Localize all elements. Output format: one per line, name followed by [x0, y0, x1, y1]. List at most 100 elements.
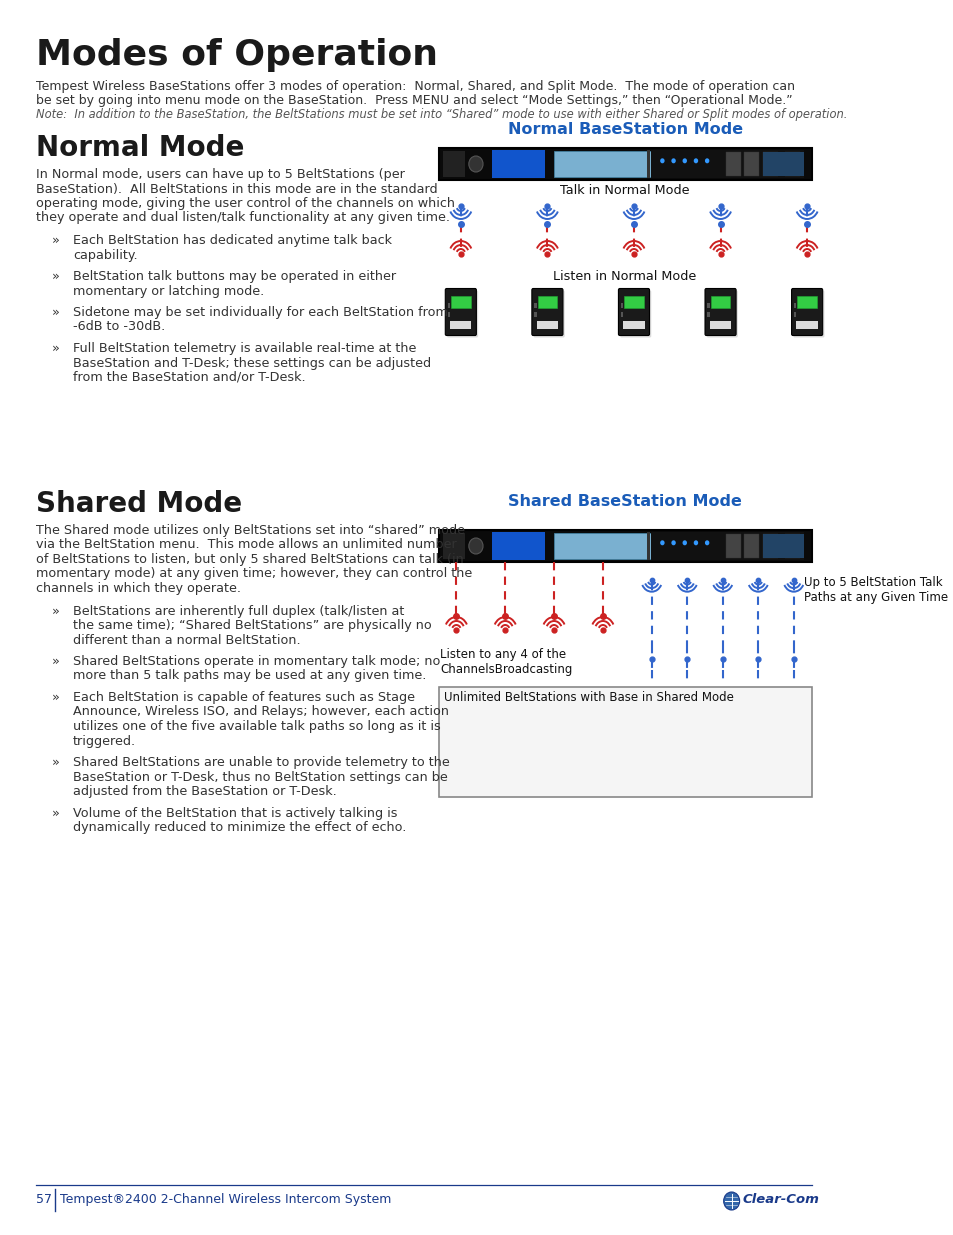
Bar — [651, 149, 803, 178]
Text: -6dB to -30dB.: -6dB to -30dB. — [72, 321, 165, 333]
Bar — [450, 321, 471, 329]
Text: Note:  In addition to the BaseStation, the BeltStations must be set into “Shared: Note: In addition to the BaseStation, th… — [35, 107, 846, 121]
Text: capability.: capability. — [72, 248, 137, 262]
Bar — [450, 778, 473, 785]
FancyBboxPatch shape — [765, 743, 799, 794]
Bar — [734, 767, 737, 772]
FancyBboxPatch shape — [668, 741, 700, 793]
FancyBboxPatch shape — [533, 290, 564, 337]
Text: Shared Mode: Shared Mode — [35, 490, 241, 517]
Bar — [725, 152, 740, 177]
Text: »: » — [51, 306, 59, 319]
FancyBboxPatch shape — [438, 687, 811, 797]
Bar — [639, 757, 641, 762]
Text: In Normal mode, users can have up to 5 BeltStations (per: In Normal mode, users can have up to 5 B… — [35, 168, 404, 182]
Bar — [670, 767, 673, 772]
Circle shape — [704, 540, 709, 546]
FancyBboxPatch shape — [574, 743, 607, 794]
Text: Full BeltStation telemetry is available real-time at the: Full BeltStation telemetry is available … — [72, 342, 416, 354]
Bar — [575, 757, 578, 762]
Bar — [766, 767, 769, 772]
Text: »: » — [51, 342, 59, 354]
Text: Clear-Com: Clear-Com — [741, 1193, 819, 1207]
Bar — [478, 757, 481, 762]
Bar — [575, 767, 578, 772]
Bar — [784, 534, 800, 558]
Bar — [609, 778, 632, 785]
Bar — [762, 534, 778, 558]
FancyBboxPatch shape — [636, 741, 669, 793]
Bar — [447, 757, 450, 762]
FancyBboxPatch shape — [510, 743, 543, 794]
Circle shape — [693, 540, 698, 546]
FancyBboxPatch shape — [508, 741, 541, 793]
FancyBboxPatch shape — [438, 530, 811, 562]
Bar — [737, 778, 760, 785]
Bar — [705, 778, 728, 785]
Circle shape — [671, 158, 675, 163]
Text: channels in which they operate.: channels in which they operate. — [35, 582, 240, 595]
Bar — [738, 748, 759, 761]
Circle shape — [681, 158, 686, 163]
Bar — [511, 767, 514, 772]
Circle shape — [468, 156, 482, 172]
FancyBboxPatch shape — [618, 289, 649, 336]
Text: more than 5 talk paths may be used at any given time.: more than 5 talk paths may be used at an… — [72, 669, 426, 683]
FancyBboxPatch shape — [734, 743, 766, 794]
Text: Normal BaseStation Mode: Normal BaseStation Mode — [507, 122, 741, 137]
Text: of BeltStations to listen, but only 5 shared BeltStations can talk (in: of BeltStations to listen, but only 5 sh… — [35, 553, 463, 566]
Text: »: » — [51, 756, 59, 769]
FancyBboxPatch shape — [447, 290, 477, 337]
Text: BaseStation).  All BeltStations in this mode are in the standard: BaseStation). All BeltStations in this m… — [35, 183, 436, 195]
Bar — [620, 304, 622, 309]
FancyBboxPatch shape — [445, 289, 476, 336]
Bar — [447, 312, 450, 317]
FancyBboxPatch shape — [793, 290, 823, 337]
Bar — [578, 748, 599, 761]
Bar — [622, 321, 644, 329]
FancyBboxPatch shape — [706, 290, 737, 337]
Bar — [702, 757, 705, 762]
FancyBboxPatch shape — [604, 741, 637, 793]
Text: Talk in Normal Mode: Talk in Normal Mode — [559, 184, 689, 198]
Bar — [762, 152, 803, 177]
Text: Modes of Operation: Modes of Operation — [35, 38, 437, 72]
Bar — [670, 757, 673, 762]
Bar — [706, 312, 709, 317]
FancyBboxPatch shape — [476, 741, 509, 793]
Bar — [554, 534, 659, 559]
Text: Listen in Normal Mode: Listen in Normal Mode — [553, 270, 696, 283]
Bar — [770, 748, 791, 761]
Bar — [623, 296, 643, 308]
Bar — [442, 151, 465, 177]
Text: Up to 5 BeltStation Talk
Paths at any Given Time: Up to 5 BeltStation Talk Paths at any Gi… — [803, 576, 947, 604]
Bar — [705, 748, 727, 761]
Bar — [451, 296, 470, 308]
Bar — [647, 532, 649, 559]
Text: triggered.: triggered. — [72, 735, 135, 747]
Bar — [542, 757, 545, 762]
Text: utilizes one of the five available talk paths so long as it is: utilizes one of the five available talk … — [72, 720, 440, 734]
Text: Shared BeltStations operate in momentary talk mode; no: Shared BeltStations operate in momentary… — [72, 655, 439, 668]
Circle shape — [681, 540, 686, 546]
Bar — [797, 296, 816, 308]
Text: »: » — [51, 233, 59, 247]
FancyBboxPatch shape — [478, 743, 511, 794]
Text: Unlimited BeltStations with Base in Shared Mode: Unlimited BeltStations with Base in Shar… — [443, 692, 733, 704]
Bar — [709, 321, 730, 329]
Text: Announce, Wireless ISO, and Relays; however, each action: Announce, Wireless ISO, and Relays; howe… — [72, 705, 448, 719]
FancyBboxPatch shape — [763, 741, 797, 793]
Text: adjusted from the BaseStation or T-Desk.: adjusted from the BaseStation or T-Desk. — [72, 785, 336, 798]
Text: Volume of the BeltStation that is actively talking is: Volume of the BeltStation that is active… — [72, 806, 396, 820]
FancyBboxPatch shape — [619, 290, 651, 337]
FancyBboxPatch shape — [606, 743, 639, 794]
Bar — [743, 534, 759, 558]
Bar — [482, 748, 503, 761]
Circle shape — [659, 158, 664, 163]
Text: be set by going into menu mode on the BaseStation.  Press MENU and select “Mode : be set by going into menu mode on the Ba… — [35, 94, 791, 107]
Circle shape — [659, 540, 664, 546]
Bar — [534, 304, 537, 309]
Text: different than a normal BeltStation.: different than a normal BeltStation. — [72, 634, 300, 646]
Circle shape — [693, 158, 698, 163]
Text: Tempest®2400 2-Channel Wireless Intercom System: Tempest®2400 2-Channel Wireless Intercom… — [60, 1193, 392, 1207]
